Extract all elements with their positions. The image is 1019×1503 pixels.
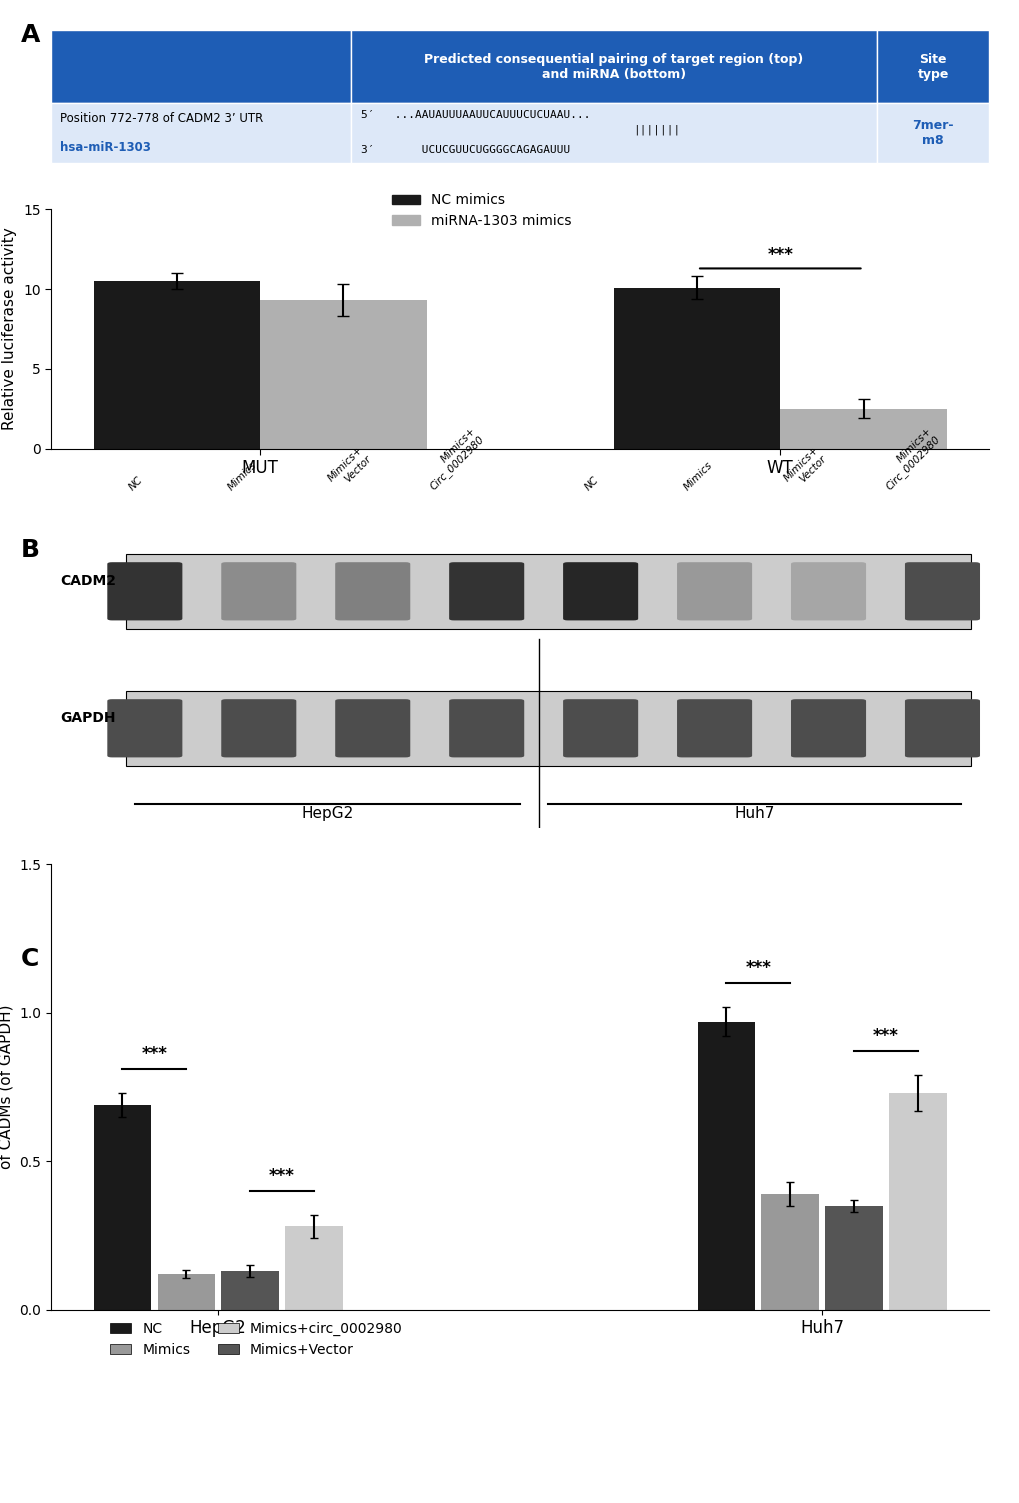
FancyBboxPatch shape [221,699,297,758]
Bar [613,287,780,448]
Text: B: B [20,538,40,562]
FancyBboxPatch shape [351,104,876,162]
FancyBboxPatch shape [221,562,297,621]
Bar [221,1272,278,1309]
Text: C: C [20,947,39,971]
FancyBboxPatch shape [51,104,351,162]
Text: Mimics+
Vector: Mimics+ Vector [325,445,372,491]
Legend: NC, Mimics, Mimics+circ_0002980, Mimics+Vector: NC, Mimics, Mimics+circ_0002980, Mimics+… [105,1317,408,1363]
Text: Mimics+
Circ_0002980: Mimics+ Circ_0002980 [875,425,942,491]
Y-axis label: Relative luciferase activity: Relative luciferase activity [2,227,17,430]
Text: ***: *** [745,959,770,977]
Bar [824,1205,882,1309]
FancyBboxPatch shape [790,699,865,758]
FancyBboxPatch shape [904,562,979,621]
Text: CADM2: CADM2 [60,574,116,588]
Bar [780,409,946,448]
Text: ***: *** [142,1045,167,1063]
Text: NC: NC [583,475,600,491]
FancyBboxPatch shape [876,104,988,162]
FancyBboxPatch shape [562,699,638,758]
Bar [697,1022,754,1309]
Text: ***: *** [766,245,793,263]
Text: 5′   ...AAUAUUUAAUUCAUUUCUCUAAU...: 5′ ...AAUAUUUAAUUCAUUUCUCUAAU... [361,110,590,120]
Text: HepG2: HepG2 [302,806,354,821]
FancyBboxPatch shape [562,562,638,621]
FancyBboxPatch shape [107,699,182,758]
Text: Mimics: Mimics [226,460,259,491]
FancyBboxPatch shape [677,699,751,758]
Text: 7mer-
m8: 7mer- m8 [911,119,953,147]
FancyBboxPatch shape [904,699,979,758]
FancyBboxPatch shape [335,562,410,621]
Bar [94,281,260,448]
FancyBboxPatch shape [448,562,524,621]
FancyBboxPatch shape [351,30,876,104]
Text: Huh7: Huh7 [734,806,774,821]
FancyBboxPatch shape [677,562,751,621]
Text: Position 772-778 of CADM2 3’ UTR: Position 772-778 of CADM2 3’ UTR [60,111,263,125]
Text: ***: *** [269,1166,294,1184]
FancyBboxPatch shape [126,690,970,767]
Text: ***: *** [872,1027,898,1045]
Text: A: A [20,23,40,47]
Text: |||||||: ||||||| [632,125,680,135]
Bar [94,1105,151,1309]
Text: Mimics+
Vector: Mimics+ Vector [781,445,827,491]
Text: Predicted consequential pairing of target region (top)
and miRNA (bottom): Predicted consequential pairing of targe… [424,53,803,81]
Text: hsa-miR-1303: hsa-miR-1303 [60,141,151,155]
FancyBboxPatch shape [335,699,410,758]
Bar [285,1226,342,1309]
Bar [761,1193,818,1309]
FancyBboxPatch shape [126,553,970,628]
Text: NC: NC [127,475,145,491]
Text: Mimics+
Circ_0002980: Mimics+ Circ_0002980 [420,425,486,491]
Text: Site
type: Site type [916,53,948,81]
FancyBboxPatch shape [790,562,865,621]
Legend: NC mimics, miRNA-1303 mimics: NC mimics, miRNA-1303 mimics [386,188,577,234]
Bar [260,301,426,448]
FancyBboxPatch shape [448,699,524,758]
FancyBboxPatch shape [107,562,182,621]
FancyBboxPatch shape [51,30,351,104]
Text: 3′       UCUCGUUCUGGGGCAGAGAUUU: 3′ UCUCGUUCUGGGGCAGAGAUUU [361,144,570,155]
Y-axis label: Relative expression level
of CADMs (of GAPDH): Relative expression level of CADMs (of G… [0,992,13,1183]
Bar [889,1093,946,1309]
FancyBboxPatch shape [876,30,988,104]
Text: Mimics: Mimics [682,460,714,491]
Text: GAPDH: GAPDH [60,711,116,724]
Bar [157,1275,215,1309]
